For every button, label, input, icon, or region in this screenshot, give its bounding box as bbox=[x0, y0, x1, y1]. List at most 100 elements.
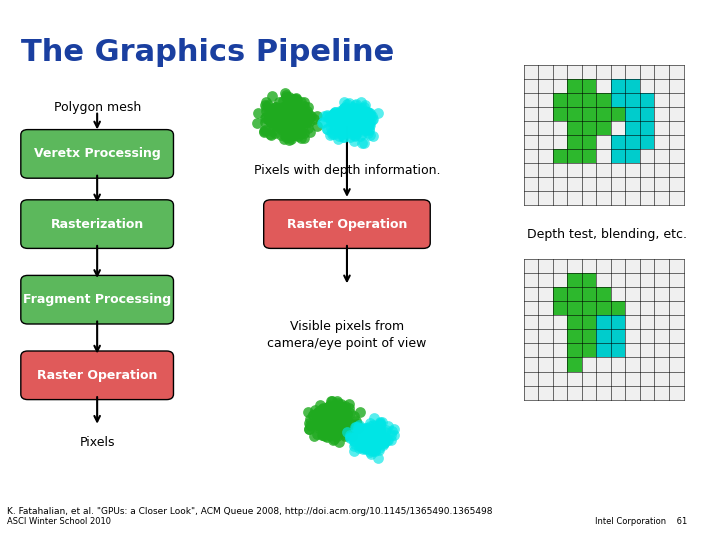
Point bbox=[321, 417, 333, 426]
Point bbox=[361, 445, 372, 454]
Text: Intel Corporation    61: Intel Corporation 61 bbox=[595, 517, 687, 526]
Point bbox=[351, 120, 362, 129]
Point bbox=[341, 120, 352, 129]
Point bbox=[282, 120, 294, 129]
Point bbox=[335, 400, 346, 408]
Point bbox=[268, 120, 279, 129]
Point bbox=[319, 420, 330, 428]
Point bbox=[288, 127, 300, 136]
Point bbox=[355, 112, 366, 121]
Point bbox=[278, 120, 289, 129]
Point bbox=[325, 124, 337, 132]
Point bbox=[358, 125, 369, 134]
Point bbox=[374, 417, 386, 426]
Point bbox=[317, 118, 328, 127]
Point bbox=[339, 119, 351, 128]
Point bbox=[355, 98, 366, 106]
Point bbox=[328, 110, 339, 119]
Point bbox=[355, 106, 366, 114]
Point bbox=[328, 436, 339, 444]
Text: Visible pixels from
camera/eye point of view: Visible pixels from camera/eye point of … bbox=[267, 320, 427, 350]
Point bbox=[280, 105, 292, 113]
Point bbox=[273, 98, 284, 106]
Point bbox=[370, 433, 382, 442]
Point bbox=[281, 100, 292, 109]
Point bbox=[286, 110, 297, 119]
Point bbox=[343, 110, 355, 119]
Point bbox=[291, 127, 302, 136]
Point bbox=[364, 112, 376, 120]
Bar bbox=[611, 107, 626, 121]
Bar bbox=[611, 135, 626, 149]
Bar bbox=[611, 93, 626, 107]
Point bbox=[281, 107, 292, 116]
Point bbox=[336, 417, 347, 426]
Point bbox=[369, 430, 380, 439]
Point bbox=[358, 440, 369, 448]
Point bbox=[288, 121, 300, 130]
Point bbox=[364, 433, 376, 442]
Point bbox=[280, 113, 292, 122]
Point bbox=[356, 119, 368, 127]
Point bbox=[335, 420, 346, 429]
Point bbox=[364, 433, 375, 442]
Point bbox=[335, 421, 346, 429]
Point bbox=[280, 132, 292, 141]
Point bbox=[311, 408, 323, 417]
Point bbox=[355, 440, 366, 448]
Bar bbox=[626, 149, 640, 163]
Point bbox=[273, 111, 284, 119]
Point bbox=[366, 436, 378, 445]
Point bbox=[360, 428, 372, 436]
Point bbox=[324, 112, 336, 120]
Point bbox=[327, 119, 338, 128]
Point bbox=[328, 421, 340, 429]
FancyBboxPatch shape bbox=[21, 275, 174, 324]
Point bbox=[361, 428, 373, 437]
Point bbox=[356, 138, 368, 147]
Point bbox=[316, 405, 328, 414]
Point bbox=[363, 125, 374, 133]
Point bbox=[300, 118, 312, 126]
Point bbox=[312, 411, 323, 420]
Point bbox=[379, 438, 390, 447]
Point bbox=[354, 125, 365, 133]
Bar bbox=[596, 121, 611, 135]
Point bbox=[333, 399, 344, 408]
Point bbox=[315, 401, 326, 410]
Point bbox=[364, 119, 375, 128]
Text: Raster Operation: Raster Operation bbox=[37, 369, 158, 382]
Point bbox=[315, 423, 327, 431]
Point bbox=[318, 421, 330, 429]
Bar bbox=[582, 121, 596, 135]
Point bbox=[354, 117, 366, 126]
Point bbox=[346, 109, 357, 118]
Point bbox=[332, 115, 343, 124]
Point bbox=[289, 94, 300, 103]
Point bbox=[356, 130, 368, 138]
Point bbox=[357, 433, 369, 441]
Point bbox=[271, 122, 283, 130]
Point bbox=[329, 121, 341, 130]
Point bbox=[330, 420, 341, 429]
Point bbox=[341, 116, 353, 125]
Point bbox=[349, 436, 361, 445]
Point bbox=[320, 416, 331, 425]
Point bbox=[370, 434, 382, 443]
Point bbox=[313, 421, 325, 430]
Point bbox=[330, 412, 341, 421]
Point bbox=[325, 424, 336, 433]
Point bbox=[357, 428, 369, 436]
Point bbox=[294, 105, 305, 114]
Point bbox=[283, 96, 294, 105]
Point bbox=[332, 127, 343, 136]
Point bbox=[348, 118, 360, 126]
Point bbox=[357, 433, 369, 441]
Point bbox=[339, 411, 351, 420]
Point bbox=[288, 116, 300, 125]
Point bbox=[327, 396, 338, 405]
Point bbox=[364, 437, 375, 446]
Bar bbox=[567, 357, 582, 372]
Point bbox=[369, 446, 381, 455]
Point bbox=[338, 414, 349, 423]
